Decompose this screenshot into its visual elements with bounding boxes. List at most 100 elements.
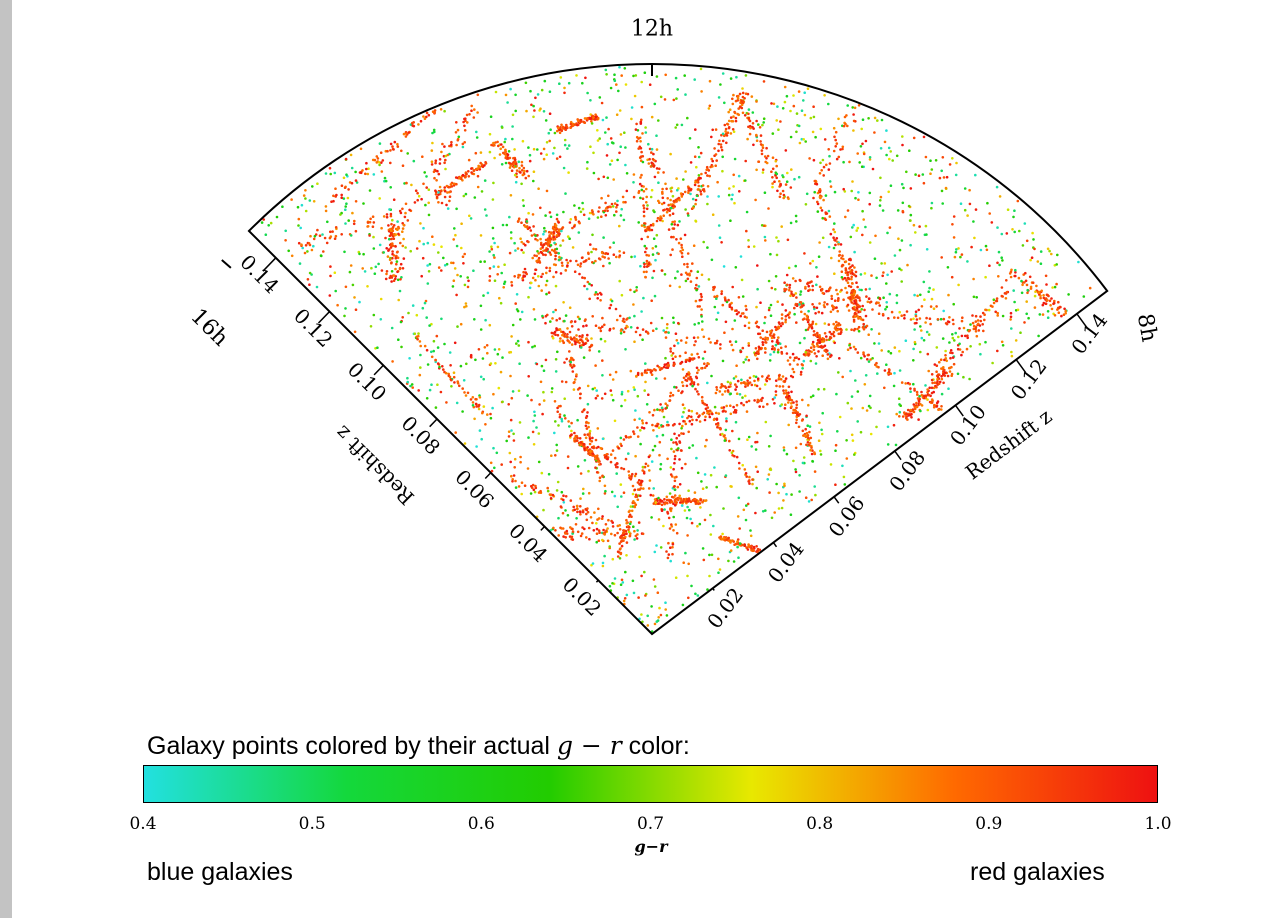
galaxy-point bbox=[571, 123, 575, 127]
galaxy-point bbox=[396, 145, 400, 148]
galaxy-point bbox=[818, 421, 821, 425]
galaxy-point bbox=[839, 148, 842, 151]
galaxy-point bbox=[501, 400, 504, 404]
galaxy-point bbox=[627, 436, 631, 439]
galaxy-point bbox=[1052, 302, 1055, 306]
galaxy-point bbox=[924, 155, 928, 159]
galaxy-point bbox=[269, 221, 273, 225]
galaxy-point bbox=[473, 417, 476, 421]
galaxy-point bbox=[795, 415, 799, 419]
galaxy-point bbox=[651, 494, 655, 497]
galaxy-point bbox=[687, 562, 690, 566]
galaxy-point bbox=[780, 313, 784, 316]
galaxy-point bbox=[569, 259, 572, 263]
galaxy-point bbox=[527, 375, 530, 378]
galaxy-point bbox=[541, 314, 544, 318]
galaxy-point bbox=[739, 101, 742, 105]
galaxy-point bbox=[586, 446, 589, 449]
galaxy-point bbox=[517, 219, 520, 223]
galaxy-point bbox=[828, 215, 832, 218]
galaxy-point bbox=[683, 74, 686, 77]
galaxy-point bbox=[465, 362, 468, 366]
galaxy-point bbox=[690, 584, 693, 588]
galaxy-point bbox=[790, 168, 793, 171]
galaxy-point bbox=[790, 290, 793, 294]
galaxy-point bbox=[624, 146, 627, 149]
galaxy-point bbox=[678, 198, 681, 202]
galaxy-point bbox=[459, 322, 463, 326]
galaxy-point bbox=[551, 317, 554, 320]
galaxy-point bbox=[680, 432, 683, 435]
galaxy-point bbox=[664, 501, 667, 504]
galaxy-point bbox=[763, 316, 767, 319]
galaxy-point bbox=[613, 577, 617, 580]
galaxy-point bbox=[568, 350, 571, 353]
galaxy-point bbox=[877, 332, 881, 336]
galaxy-point bbox=[714, 128, 718, 131]
galaxy-point bbox=[1027, 316, 1030, 320]
galaxy-point bbox=[943, 358, 946, 362]
galaxy-point bbox=[972, 220, 975, 223]
galaxy-point bbox=[517, 389, 521, 393]
galaxy-point bbox=[382, 215, 386, 218]
galaxy-point bbox=[479, 304, 483, 308]
galaxy-point bbox=[810, 323, 813, 327]
galaxy-point bbox=[693, 78, 696, 81]
galaxy-point bbox=[596, 139, 600, 142]
galaxy-point bbox=[622, 438, 626, 441]
galaxy-point bbox=[1025, 300, 1028, 303]
galaxy-point bbox=[627, 528, 630, 532]
galaxy-point bbox=[368, 234, 371, 237]
galaxy-point bbox=[734, 375, 738, 378]
galaxy-point bbox=[731, 348, 735, 352]
galaxy-point bbox=[700, 480, 703, 483]
galaxy-point bbox=[668, 492, 672, 495]
galaxy-point bbox=[857, 329, 861, 333]
galaxy-point bbox=[529, 229, 533, 232]
galaxy-point bbox=[461, 255, 465, 258]
galaxy-point bbox=[735, 455, 739, 459]
galaxy-point bbox=[629, 288, 632, 292]
galaxy-point bbox=[835, 306, 838, 309]
galaxy-point bbox=[888, 226, 892, 229]
galaxy-point bbox=[448, 351, 452, 354]
galaxy-point bbox=[793, 177, 796, 181]
galaxy-point bbox=[893, 316, 896, 319]
galaxy-point bbox=[782, 499, 785, 502]
galaxy-point bbox=[725, 141, 728, 145]
galaxy-point bbox=[799, 370, 803, 374]
galaxy-point bbox=[625, 318, 628, 321]
galaxy-point bbox=[328, 294, 332, 297]
galaxy-point bbox=[653, 498, 657, 501]
galaxy-point bbox=[396, 220, 399, 223]
galaxy-point bbox=[680, 195, 684, 198]
galaxy-point bbox=[470, 167, 473, 170]
galaxy-point bbox=[698, 522, 702, 526]
galaxy-point bbox=[734, 116, 738, 120]
galaxy-point bbox=[534, 268, 537, 272]
galaxy-point bbox=[427, 213, 431, 217]
galaxy-point bbox=[858, 316, 862, 320]
galaxy-point bbox=[945, 175, 949, 179]
galaxy-point bbox=[1088, 286, 1092, 290]
galaxy-point bbox=[562, 330, 565, 334]
galaxy-point bbox=[777, 239, 780, 243]
galaxy-point bbox=[850, 289, 854, 293]
galaxy-point bbox=[449, 364, 452, 367]
galaxy-point bbox=[810, 498, 813, 502]
galaxy-point bbox=[518, 166, 521, 170]
galaxy-point bbox=[678, 494, 681, 498]
galaxy-point bbox=[611, 398, 615, 402]
galaxy-point bbox=[733, 157, 737, 161]
galaxy-point bbox=[784, 183, 788, 186]
galaxy-point bbox=[847, 309, 851, 312]
galaxy-point bbox=[687, 414, 691, 418]
galaxy-point bbox=[618, 279, 621, 283]
galaxy-point bbox=[372, 235, 375, 239]
galaxy-point bbox=[645, 187, 648, 191]
galaxy-point bbox=[687, 489, 690, 493]
galaxy-point bbox=[858, 299, 862, 302]
galaxy-point bbox=[852, 318, 856, 322]
galaxy-point bbox=[713, 466, 716, 469]
galaxy-point bbox=[900, 280, 903, 283]
